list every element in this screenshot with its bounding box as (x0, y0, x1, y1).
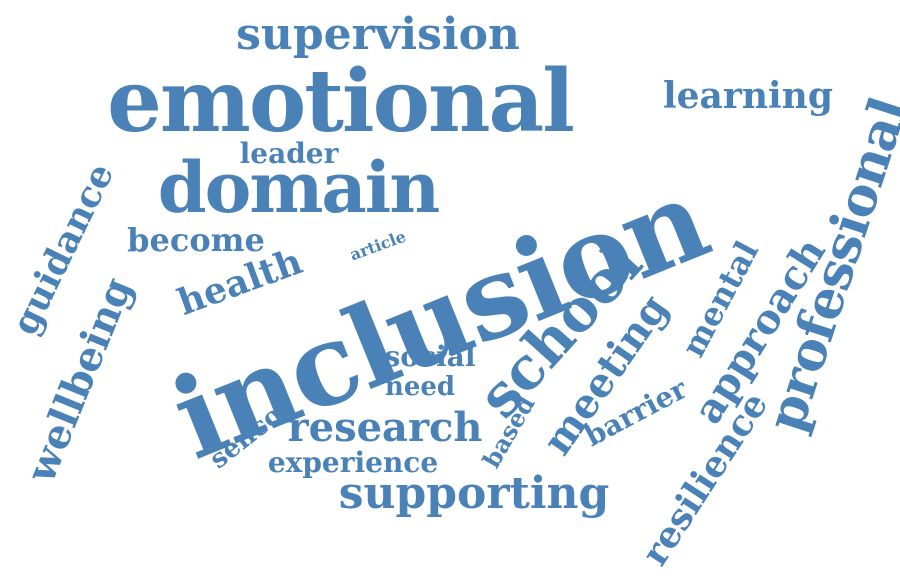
word-supervision: supervision (236, 9, 520, 60)
word-social: social (384, 340, 476, 373)
word-domain: domain (157, 146, 441, 229)
word-research: research (287, 404, 483, 451)
word-become: become (127, 221, 265, 259)
word-learning: learning (662, 75, 834, 117)
word-supporting: supporting (338, 468, 610, 519)
word-leader: leader (239, 137, 339, 170)
word-experience: experience (267, 446, 439, 479)
word-need: need (384, 372, 456, 402)
word-article: article (347, 226, 409, 265)
word-emotional: emotional (107, 51, 575, 152)
